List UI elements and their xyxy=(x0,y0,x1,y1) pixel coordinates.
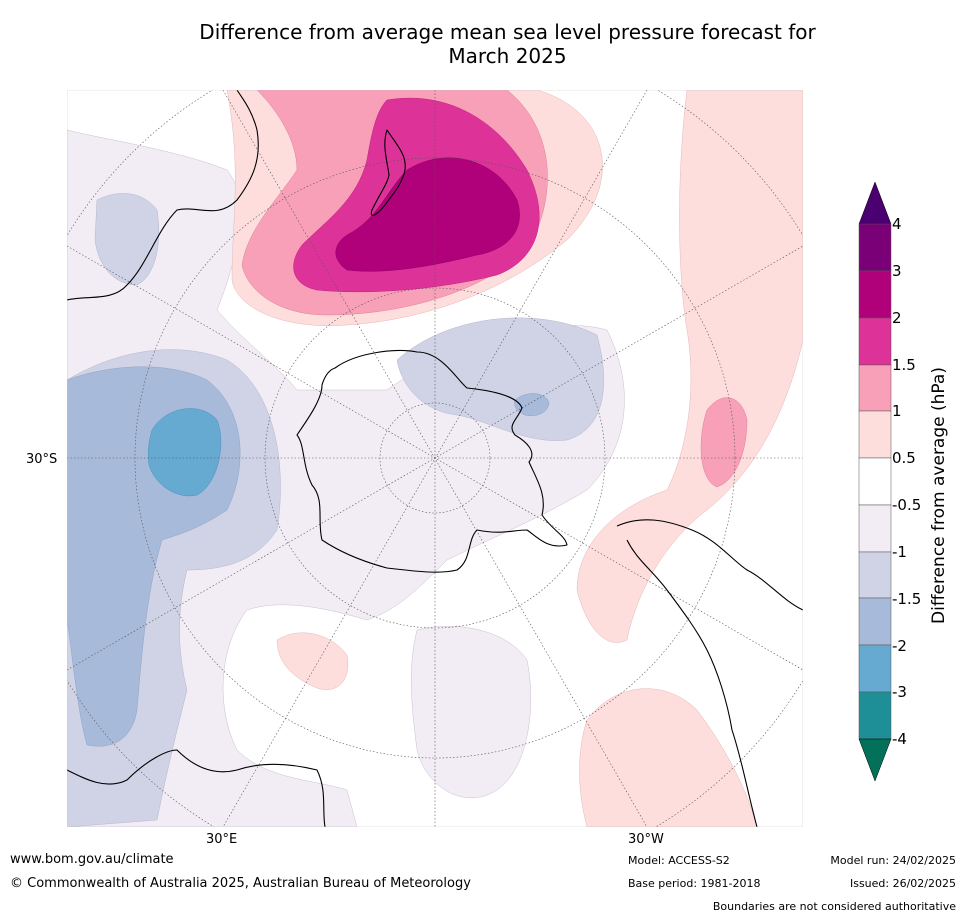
title-line-2: March 2025 xyxy=(448,44,567,68)
colorbar xyxy=(858,181,892,782)
colorbar-tick: 0.5 xyxy=(892,449,916,467)
colorbar-extend-bottom xyxy=(858,738,892,782)
colorbar-tick: -2 xyxy=(892,637,907,655)
anomaly-region-magenta xyxy=(335,157,520,272)
title-line-1: Difference from average mean sea level p… xyxy=(199,20,816,44)
anomaly-region-light-pink-east xyxy=(700,397,748,488)
copyright-text: © Commonwealth of Australia 2025, Austra… xyxy=(10,876,471,891)
africa-coastline xyxy=(67,749,326,827)
colorbar-tick: -3 xyxy=(892,683,907,701)
colorbar-tick: -1.5 xyxy=(892,590,922,608)
base-period-text: Base period: 1981-2018 xyxy=(628,877,761,890)
lon-label-30e: 30°E xyxy=(206,832,238,847)
colorbar-tick: -1 xyxy=(892,543,907,561)
colorbar-tick: 1 xyxy=(892,402,902,420)
lon-label-30w: 30°W xyxy=(628,832,664,847)
lat-label-30s: 30°S xyxy=(26,452,58,467)
model-text: Model: ACCESS-S2 xyxy=(628,854,730,867)
anomaly-region-pale-pink-small xyxy=(276,632,349,690)
south-america-coastline xyxy=(616,519,803,827)
colorbar-tick: -4 xyxy=(892,730,907,748)
anomaly-region-pale-blue-2 xyxy=(94,193,160,286)
anomaly-region-lavender xyxy=(67,129,625,827)
colorbar-extend-top xyxy=(858,181,892,225)
colorbar-tick: 2 xyxy=(892,309,902,327)
anomaly-region-pale-pink-east xyxy=(576,90,803,643)
pressure-anomaly-map xyxy=(67,90,803,827)
colorbar-title: Difference from average (hPa) xyxy=(929,367,949,624)
colorbar-tick: 4 xyxy=(892,215,902,233)
anomaly-region-pale-blue-3 xyxy=(396,317,604,441)
colorbar-tick: 3 xyxy=(892,262,902,280)
colorbar-tick: -0.5 xyxy=(892,496,922,514)
chart-title: Difference from average mean sea level p… xyxy=(60,20,955,68)
anomaly-region-lavender-south xyxy=(410,626,531,799)
issued-text: Issued: 26/02/2025 xyxy=(849,877,956,890)
graticule xyxy=(67,90,803,827)
model-run-text: Model run: 24/02/2025 xyxy=(830,854,956,867)
coastlines xyxy=(67,90,803,827)
disclaimer-text: Boundaries are not considered authoritat… xyxy=(712,900,956,913)
australia-coastline xyxy=(67,90,259,301)
antarctica-coastline xyxy=(296,350,568,573)
website-link[interactable]: www.bom.gov.au/climate xyxy=(10,852,174,867)
anomaly-region-light-blue-2 xyxy=(514,393,550,416)
new-zealand-coastline xyxy=(370,129,406,216)
colorbar-segments xyxy=(858,223,892,740)
colorbar-tick: 1.5 xyxy=(892,356,916,374)
anomaly-region-pale-pink-southeast xyxy=(579,688,758,827)
